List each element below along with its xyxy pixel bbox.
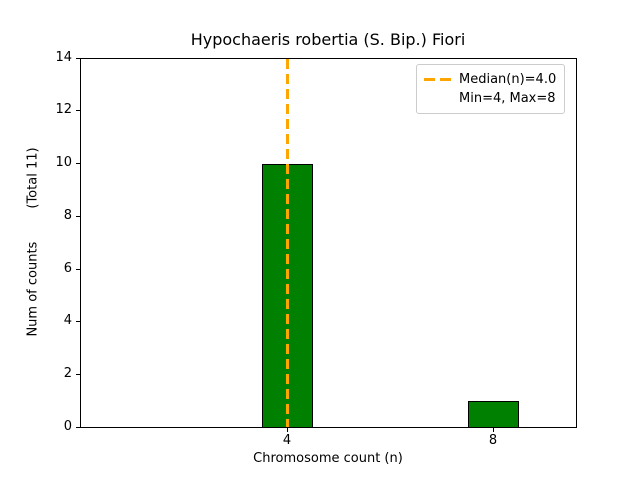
chart-title: Hypochaeris robertia (S. Bip.) Fiori bbox=[190, 30, 466, 49]
y-tick-label: 6 bbox=[63, 261, 72, 276]
y-tick-label: 2 bbox=[63, 366, 72, 381]
y-tick-label: 0 bbox=[63, 419, 72, 434]
plot-area: Median(n)=4.0 Min=4, Max=8 bbox=[80, 58, 577, 428]
median-line bbox=[286, 59, 289, 427]
x-tick-mark bbox=[287, 428, 288, 432]
legend-entry-minmax: Min=4, Max=8 bbox=[424, 89, 556, 108]
y-tick-mark bbox=[76, 110, 80, 111]
x-tick-label: 4 bbox=[282, 433, 292, 448]
legend: Median(n)=4.0 Min=4, Max=8 bbox=[416, 64, 566, 114]
y-tick-mark bbox=[76, 163, 80, 164]
legend-entry-median: Median(n)=4.0 bbox=[424, 70, 556, 89]
y-tick-mark bbox=[76, 216, 80, 217]
bar-chromosome-8 bbox=[468, 400, 519, 427]
y-tick-label: 12 bbox=[55, 102, 72, 117]
x-axis-label: Chromosome count (n) bbox=[253, 451, 403, 466]
y-tick-label: 14 bbox=[55, 50, 72, 65]
y-tick-mark bbox=[76, 321, 80, 322]
y-axis-label: Num of counts (Total 11) bbox=[25, 147, 41, 337]
y-tick-label: 10 bbox=[55, 155, 72, 170]
y-tick-label: 4 bbox=[63, 313, 72, 328]
y-tick-mark bbox=[76, 427, 80, 428]
y-tick-mark bbox=[76, 269, 80, 270]
orange-dashed-line-icon bbox=[424, 78, 451, 81]
legend-label-minmax: Min=4, Max=8 bbox=[459, 91, 556, 106]
y-tick-mark bbox=[76, 58, 80, 59]
y-tick-label: 8 bbox=[63, 208, 72, 223]
legend-label-median: Median(n)=4.0 bbox=[459, 72, 557, 87]
x-tick-label: 8 bbox=[488, 433, 498, 448]
x-tick-mark bbox=[493, 428, 494, 432]
y-tick-mark bbox=[76, 374, 80, 375]
